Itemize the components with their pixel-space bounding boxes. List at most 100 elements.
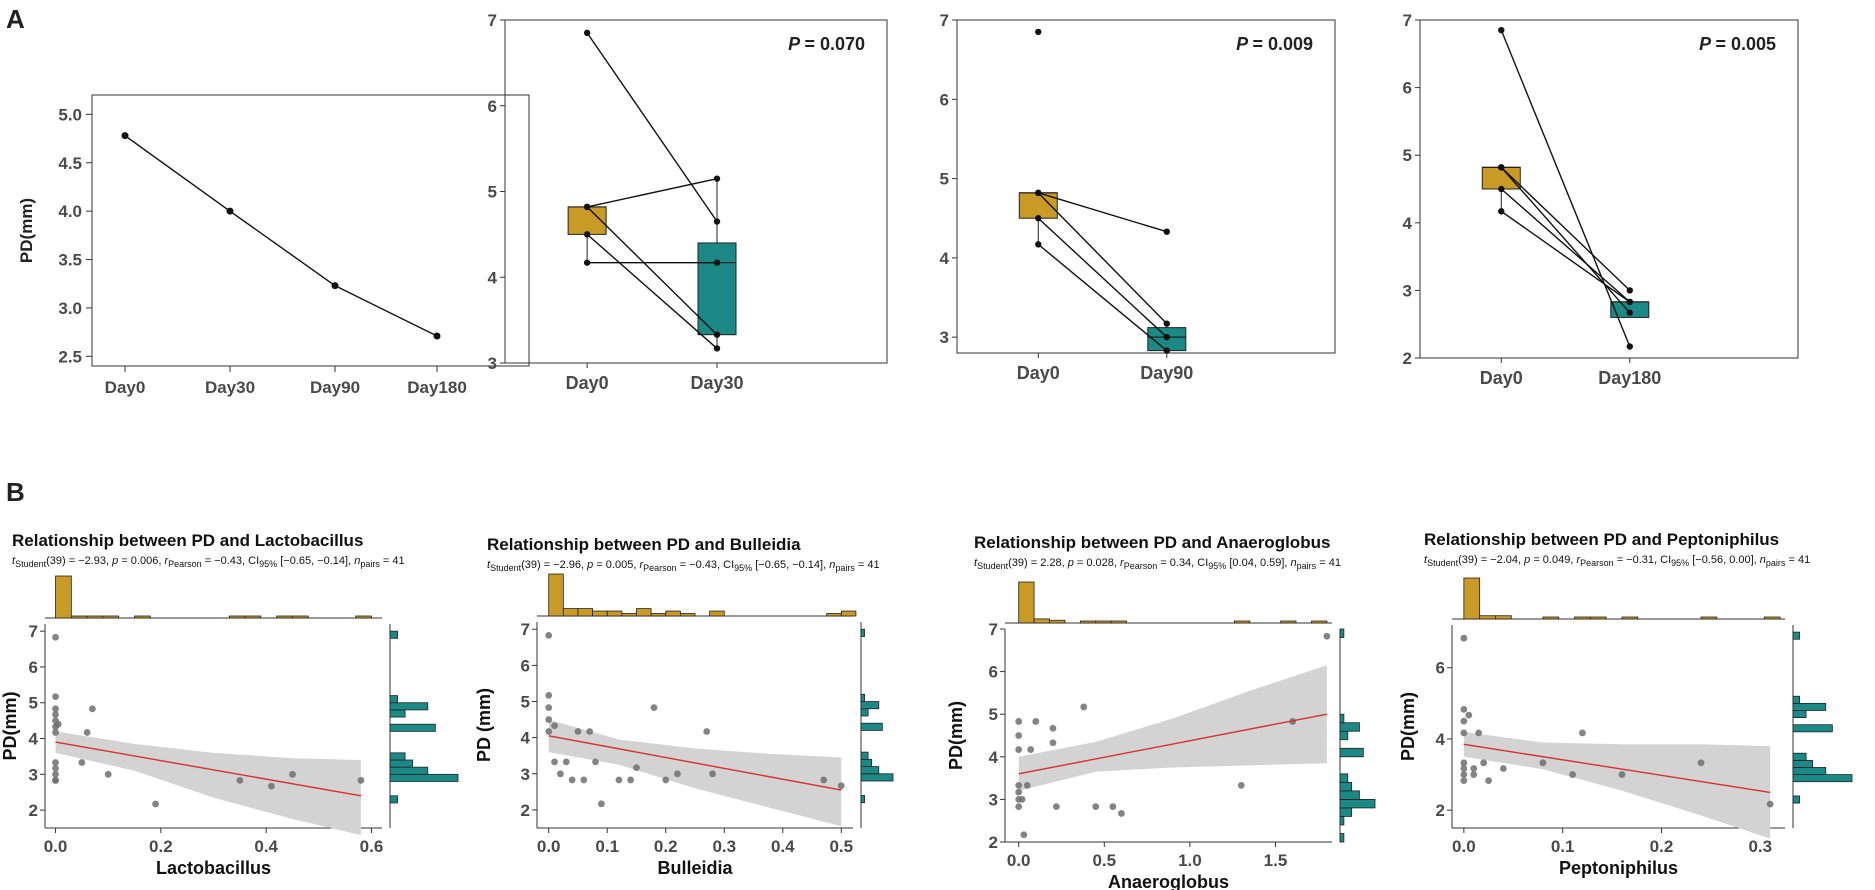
scatter-point: [545, 631, 553, 639]
data-point: [713, 175, 721, 182]
scatter-point: [52, 777, 59, 784]
stats-p-sym: p: [586, 559, 593, 571]
x-tick-label: 0.4: [771, 837, 795, 856]
scatter-point: [1015, 781, 1023, 789]
hist-y-bar: [1792, 724, 1833, 733]
scatter-point: [1049, 724, 1057, 732]
scatter-point: [1480, 759, 1488, 767]
y-tick-label: 2.5: [58, 347, 82, 366]
x-tick-label: Day0: [105, 378, 146, 397]
x-axis-label: Anaeroglobus: [1108, 872, 1229, 890]
hist-y-bar: [860, 751, 869, 760]
hist-x-bar: [562, 608, 579, 617]
stats-n-sym: n: [1760, 554, 1766, 566]
scatter-title: Relationship between PD and Bulleidia: [487, 535, 801, 554]
y-axis-label: PD(mm): [946, 701, 966, 770]
p-value-text: = 0.005: [1715, 34, 1776, 54]
hist-x-bar: [679, 613, 696, 617]
pair-line: [586, 177, 718, 208]
scatter-point: [837, 782, 845, 790]
hist-y-bar: [860, 766, 880, 775]
scatter-point: [1766, 800, 1774, 808]
y-tick-label: 3: [29, 765, 38, 784]
y-tick-label: 3: [940, 328, 949, 347]
regression-line: [548, 735, 842, 791]
y-tick-label: 5: [488, 183, 497, 202]
scatter-point: [52, 729, 59, 736]
box-teal: [697, 242, 737, 336]
scatter-point: [545, 691, 553, 699]
stats-p-sym: p: [1067, 557, 1074, 569]
scatter-title: Relationship between PD and Anaeroglobus: [974, 533, 1330, 552]
scatter-point: [1460, 717, 1468, 725]
scatter-point: [551, 722, 558, 730]
y-tick-label: 5.0: [58, 105, 82, 124]
stats-n-sym: n: [829, 559, 835, 571]
data-point: [1626, 309, 1633, 316]
regression-line: [55, 741, 362, 797]
stats-r-val: = −0.43, CI: [677, 559, 734, 571]
hist-x-bar: [86, 615, 104, 619]
hist-y-bar: [389, 723, 436, 732]
scatter-point: [104, 770, 112, 778]
hist-y-bar: [389, 630, 398, 639]
y-tick-label: 3.5: [58, 251, 82, 270]
confidence-band: [548, 719, 842, 827]
scatter-point: [52, 764, 59, 772]
stats-t-sub: Student: [977, 561, 1009, 571]
scatter-point: [551, 758, 558, 766]
stats-t-sub: Student: [490, 563, 522, 573]
x-axis-label: Lactobacillus: [156, 858, 271, 878]
scatter-point: [562, 758, 570, 766]
scatter-point: [1018, 796, 1026, 803]
stats-ci-sub: 95%: [1208, 561, 1226, 571]
x-tick-label: 0.5: [1092, 851, 1116, 870]
hist-y-bar: [1339, 799, 1376, 809]
y-tick-label: 6: [29, 658, 38, 677]
hist-y-bar: [860, 701, 880, 710]
y-tick-label: 5: [29, 694, 38, 713]
hist-y-bar: [1339, 713, 1345, 724]
data-point: [583, 231, 591, 238]
x-tick-label: 0.1: [595, 837, 619, 856]
scatter-point: [545, 728, 553, 735]
y-tick-label: 4: [1436, 730, 1446, 749]
hist-x-bar: [1574, 616, 1591, 620]
y-tick-label: 4: [1403, 214, 1413, 233]
hist-y-bar: [1792, 695, 1800, 704]
hist-x-bar: [665, 610, 681, 617]
stats-subtitle: tStudent(39) = −2.96, p = 0.005, rPearso…: [487, 559, 880, 573]
scatter-point: [1579, 729, 1586, 737]
scatter-point: [674, 770, 681, 778]
data-point: [1035, 241, 1042, 248]
hist-x-bar: [1542, 616, 1560, 620]
hist-x-bar: [55, 575, 72, 619]
scatter-point: [1080, 703, 1088, 711]
pair-line: [1037, 192, 1168, 325]
stats-t-sym: t: [1424, 554, 1428, 566]
scatter-point: [597, 800, 605, 808]
hist-y-bar: [860, 722, 883, 731]
data-point: [1163, 228, 1170, 235]
hist-y-bar: [1792, 767, 1827, 775]
x-tick-label: 0.2: [654, 837, 678, 856]
scatter-point: [557, 770, 564, 778]
stats-p-val: = 0.005,: [593, 559, 639, 571]
hist-x-bar: [606, 610, 623, 617]
confidence-band: [55, 731, 361, 836]
x-tick-label: 0.5: [829, 837, 853, 856]
data-point: [1035, 189, 1042, 197]
hist-x-bar: [1280, 620, 1297, 624]
plot-frame: [956, 19, 1336, 354]
x-tick-label: Day90: [1140, 363, 1193, 383]
data-point: [583, 29, 591, 37]
y-tick-label: 6: [1436, 659, 1445, 678]
scatter-point: [1032, 718, 1040, 725]
hist-y-bar: [1792, 795, 1800, 804]
y-tick-label: 5: [521, 693, 530, 712]
x-tick-label: Day30: [205, 378, 255, 397]
y-tick-label: 3: [989, 790, 998, 809]
stats-p-sym: p: [111, 555, 118, 567]
stats-r-val: = −0.43, CI: [202, 555, 259, 567]
stats-n-sub: pairs: [835, 563, 855, 573]
